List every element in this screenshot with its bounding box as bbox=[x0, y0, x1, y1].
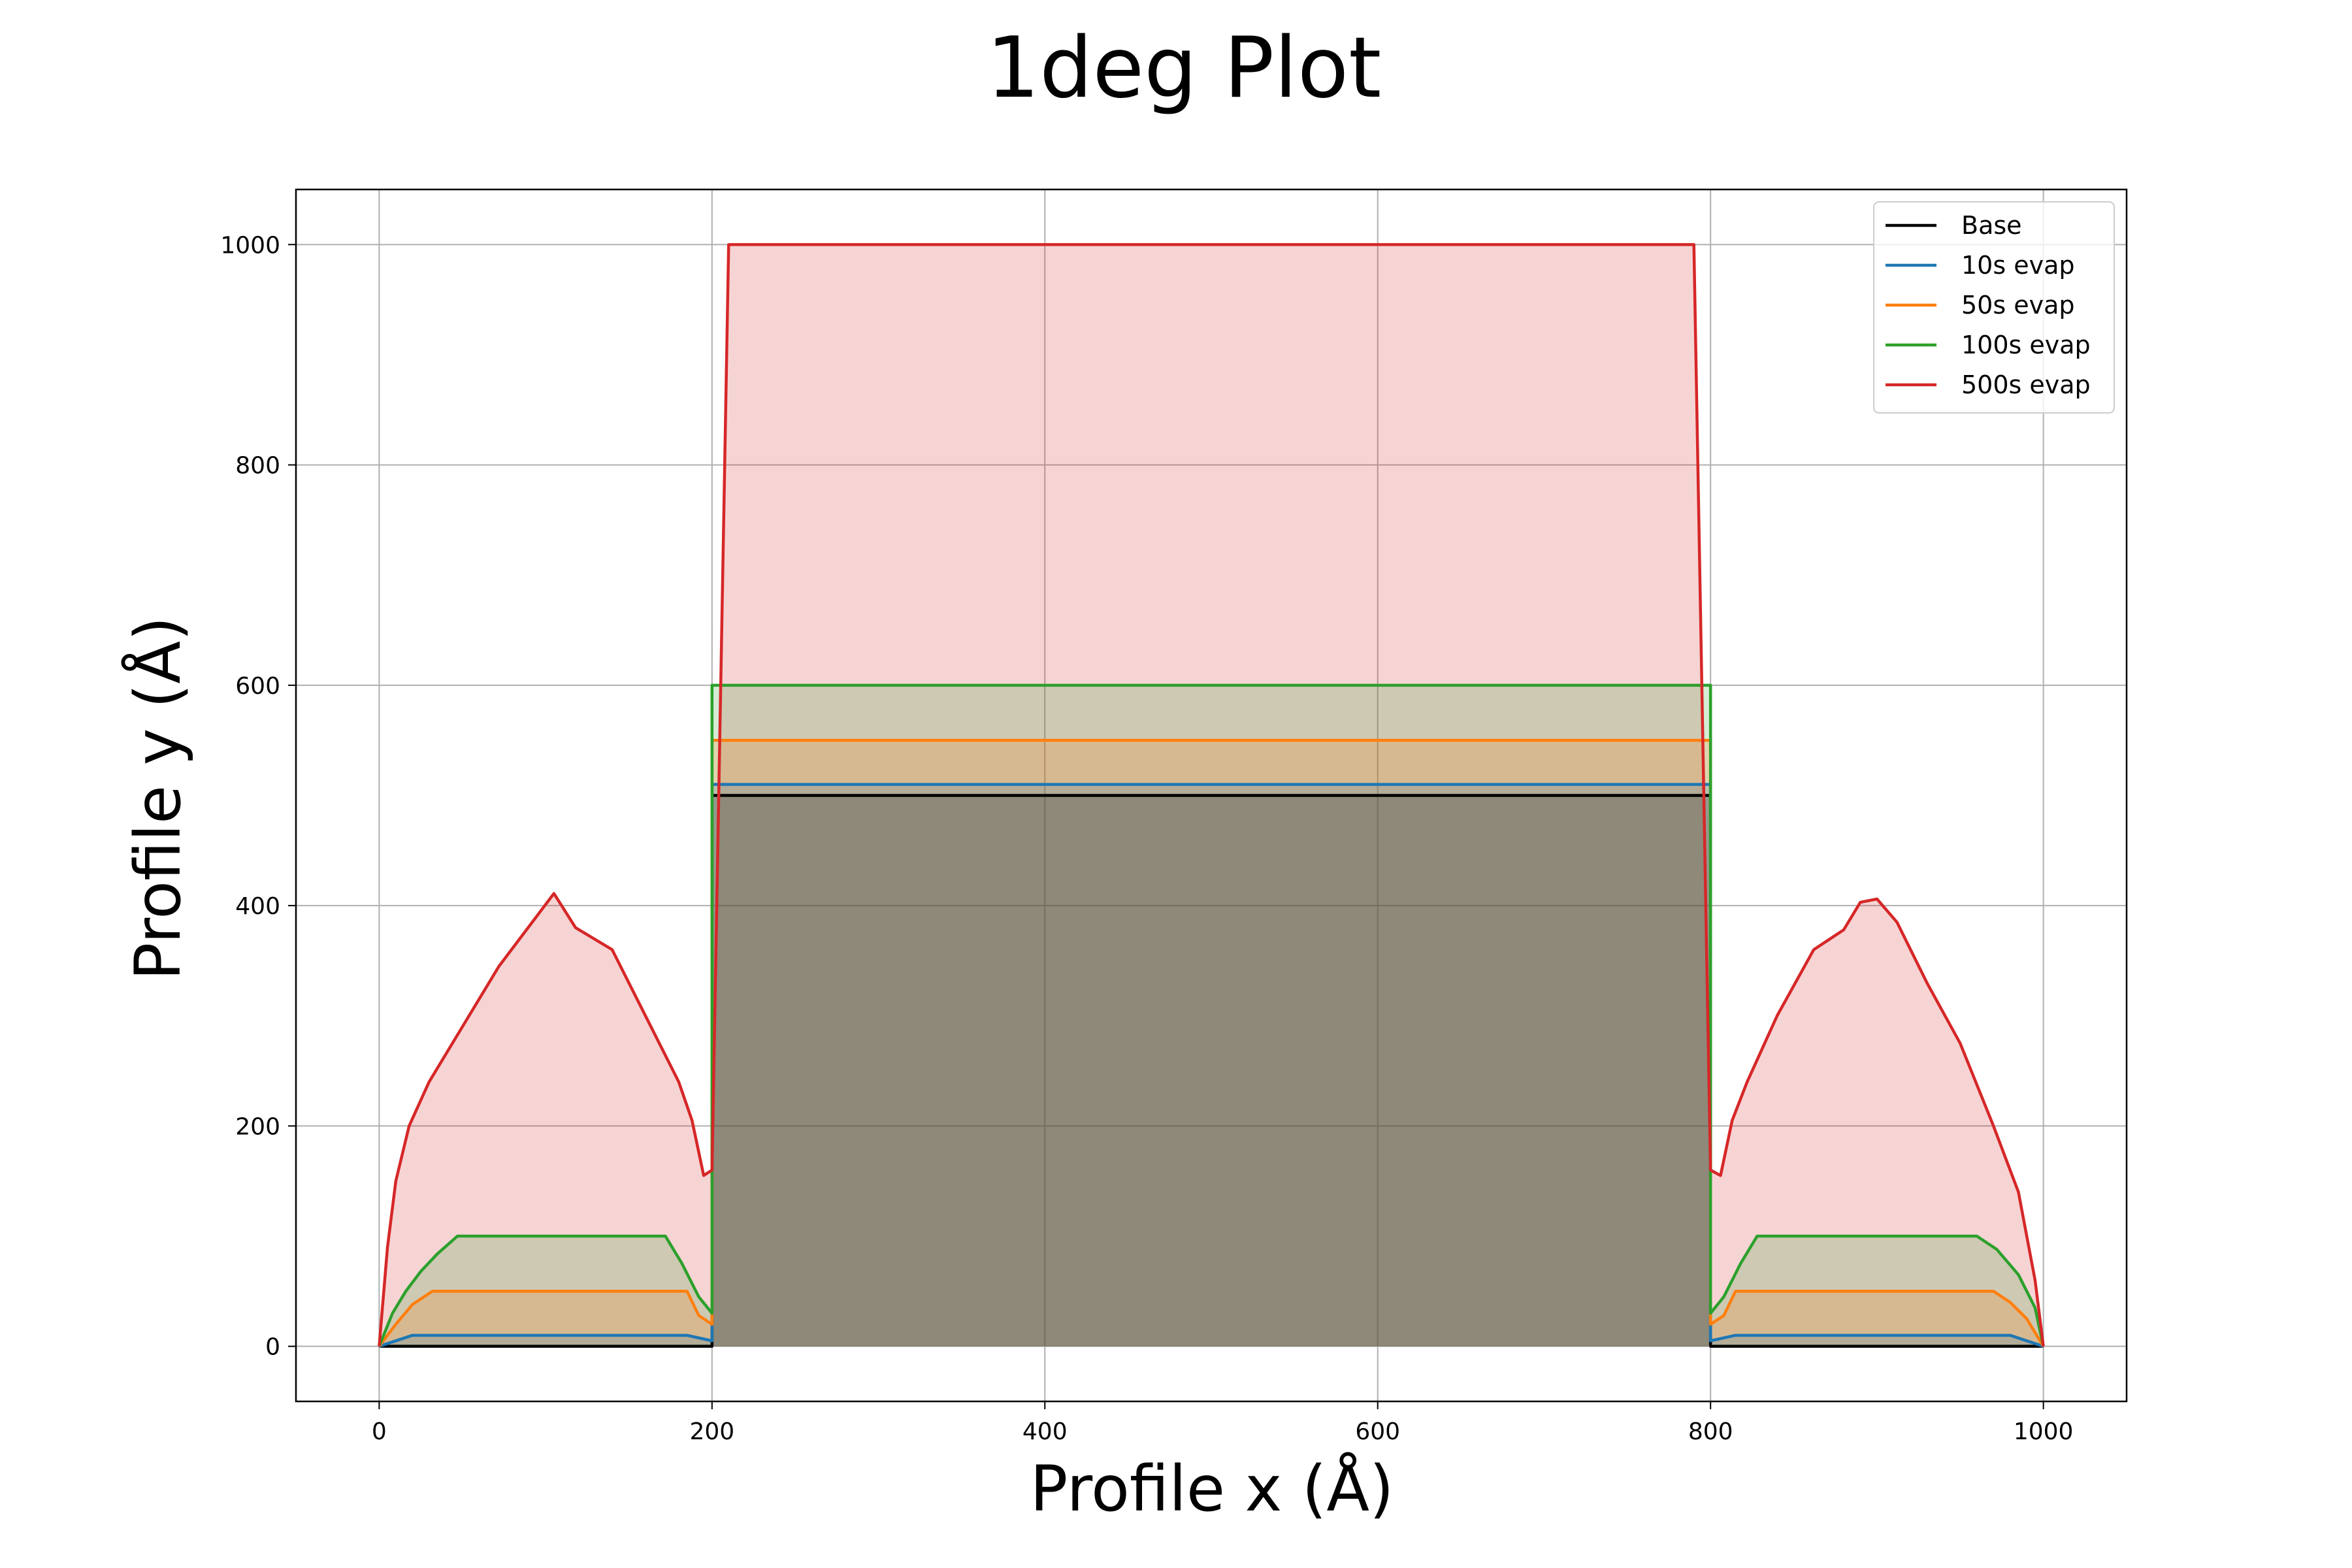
legend-box bbox=[1873, 201, 2115, 414]
series-line bbox=[378, 243, 2045, 1347]
series-line bbox=[378, 783, 2044, 1348]
series-fills bbox=[379, 244, 2044, 1347]
x-tick-label: 0 bbox=[372, 1418, 387, 1445]
x-axis-label: Profile x (Å) bbox=[1030, 1452, 1394, 1526]
plot-frame bbox=[295, 188, 2128, 1403]
series-line bbox=[378, 683, 2045, 1347]
x-tick-label: 800 bbox=[1688, 1418, 1733, 1445]
series-line bbox=[378, 738, 2045, 1348]
y-tick-label: 200 bbox=[235, 1113, 280, 1140]
chart-title: 1deg Plot bbox=[987, 20, 1382, 117]
y-tick-label: 400 bbox=[235, 893, 280, 920]
y-tick-label: 0 bbox=[265, 1334, 280, 1361]
y-axis-label: Profile y (Å) bbox=[121, 617, 195, 981]
x-tick-label: 200 bbox=[689, 1418, 734, 1445]
series-lines bbox=[378, 243, 2045, 1348]
y-tick-label: 600 bbox=[235, 673, 280, 700]
legend: Base 10s evap 50s evap 100s evap 500s evap bbox=[1873, 201, 2115, 414]
legend-label: Base bbox=[1961, 211, 2022, 240]
series-line bbox=[379, 794, 2044, 1348]
legend-label: 100s evap bbox=[1961, 331, 2091, 359]
legend-label: 10s evap bbox=[1961, 251, 2075, 280]
series-fill bbox=[379, 740, 2044, 1347]
y-tick-label: 800 bbox=[235, 453, 280, 480]
axis-ticks: 0 200 400 600 800 1000 0 200 400 600 800 1000 bbox=[220, 232, 2073, 1445]
x-tick-label: 1000 bbox=[2014, 1418, 2074, 1445]
y-tick-label: 1000 bbox=[220, 232, 280, 259]
series-fill bbox=[379, 784, 2044, 1347]
series-fill bbox=[379, 685, 2044, 1347]
series-fill bbox=[379, 795, 2044, 1347]
legend-label: 50s evap bbox=[1961, 291, 2075, 319]
legend-label: 500s evap bbox=[1961, 370, 2091, 399]
x-tick-label: 400 bbox=[1022, 1418, 1068, 1445]
x-tick-label: 600 bbox=[1355, 1418, 1400, 1445]
